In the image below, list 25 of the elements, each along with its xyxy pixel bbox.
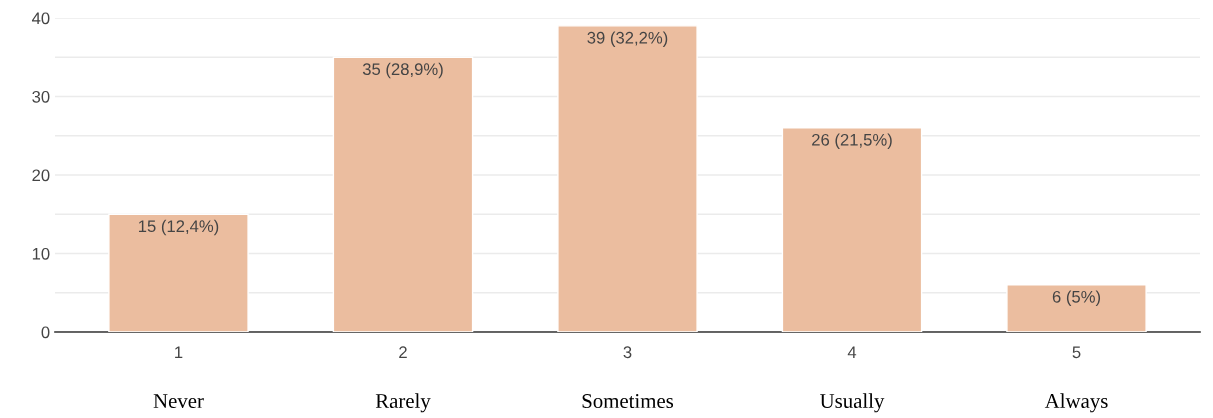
y-tick-label: 40 <box>31 12 50 25</box>
x-tick-label: 3 <box>623 346 632 359</box>
y-tick-label: 10 <box>32 247 50 260</box>
text: Always <box>1044 393 1108 413</box>
text: Sometimes <box>582 394 674 409</box>
text: Usually <box>820 393 885 413</box>
data-label: 26 (21,5%) <box>812 133 892 149</box>
y-tick-label: 30 <box>32 90 50 103</box>
data-label: 39 (32,2%) <box>587 31 668 47</box>
bar <box>781 127 923 332</box>
text: Never <box>153 394 204 409</box>
data-label: 15 (12,4%) <box>138 219 219 236</box>
x-tick-label: 2 <box>399 346 407 358</box>
text: Rarely <box>375 393 431 413</box>
x-tick-label: 1 <box>175 346 183 358</box>
y-tick-label: 20 <box>32 169 50 182</box>
data-label: 35 (28,9%) <box>362 62 443 79</box>
bar <box>557 25 698 332</box>
y-tick-label: 0 <box>41 326 50 339</box>
bar <box>332 56 474 332</box>
bar <box>108 213 249 332</box>
x-tick-label: 4 <box>847 346 857 358</box>
x-tick-label: 5 <box>1072 346 1081 359</box>
data-label: 6 (5%) <box>1052 290 1101 306</box>
bar <box>1006 284 1147 332</box>
